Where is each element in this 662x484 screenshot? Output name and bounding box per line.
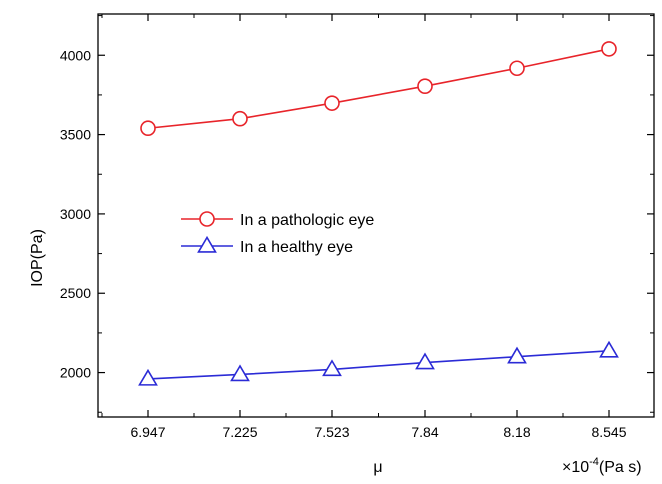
data-point	[324, 95, 340, 111]
plot-frame	[97, 13, 655, 418]
x-tick-label: 8.545	[591, 424, 626, 440]
x-unit-prefix: ×10	[562, 459, 589, 476]
x-unit-exponent: -4	[589, 456, 599, 468]
x-axis-label: μ	[373, 459, 382, 476]
legend-marker	[199, 211, 215, 227]
y-tick-label: 3000	[60, 206, 91, 222]
series-healthy	[138, 340, 619, 386]
x-tick-label: 6.947	[130, 424, 165, 440]
legend-label: In a pathologic eye	[240, 212, 374, 229]
series-line	[147, 350, 610, 380]
x-tick-label: 7.225	[222, 424, 257, 440]
y-tick-label: 2500	[60, 285, 91, 301]
y-tick-label: 3500	[60, 127, 91, 143]
x-unit-suffix: (Pa s)	[599, 459, 642, 476]
series-line	[147, 48, 610, 130]
data-point	[417, 78, 433, 94]
data-point	[601, 41, 617, 57]
data-point	[232, 110, 248, 127]
y-axis: 2000 2500 3000 3500 4000	[60, 15, 654, 413]
x-axis: 6.947 7.225 7.523 7.84 8.18 8.545	[101, 14, 627, 440]
data-point	[509, 60, 525, 77]
x-tick-label: 7.523	[314, 424, 349, 440]
data-point	[230, 364, 250, 382]
x-axis-unit: ×10-4(Pa s)	[562, 456, 642, 476]
legend-label: In a healthy eye	[240, 239, 353, 256]
data-point	[138, 368, 158, 386]
plot-border	[97, 13, 655, 418]
data-point	[507, 346, 527, 364]
y-tick-label: 4000	[60, 47, 91, 63]
series-pathologic	[140, 41, 617, 137]
legend: In a pathologic eye In a healthy eye	[181, 211, 374, 256]
x-tick-label: 8.18	[503, 424, 530, 440]
legend-marker	[197, 235, 217, 253]
y-axis-label: IOP(Pa)	[29, 229, 46, 287]
x-tick-label: 7.84	[411, 424, 438, 440]
data-point	[599, 340, 619, 358]
data-point	[322, 359, 342, 377]
series-layer	[138, 41, 619, 386]
data-point	[415, 352, 435, 370]
y-tick-label: 2000	[60, 365, 91, 381]
data-point	[140, 120, 156, 137]
